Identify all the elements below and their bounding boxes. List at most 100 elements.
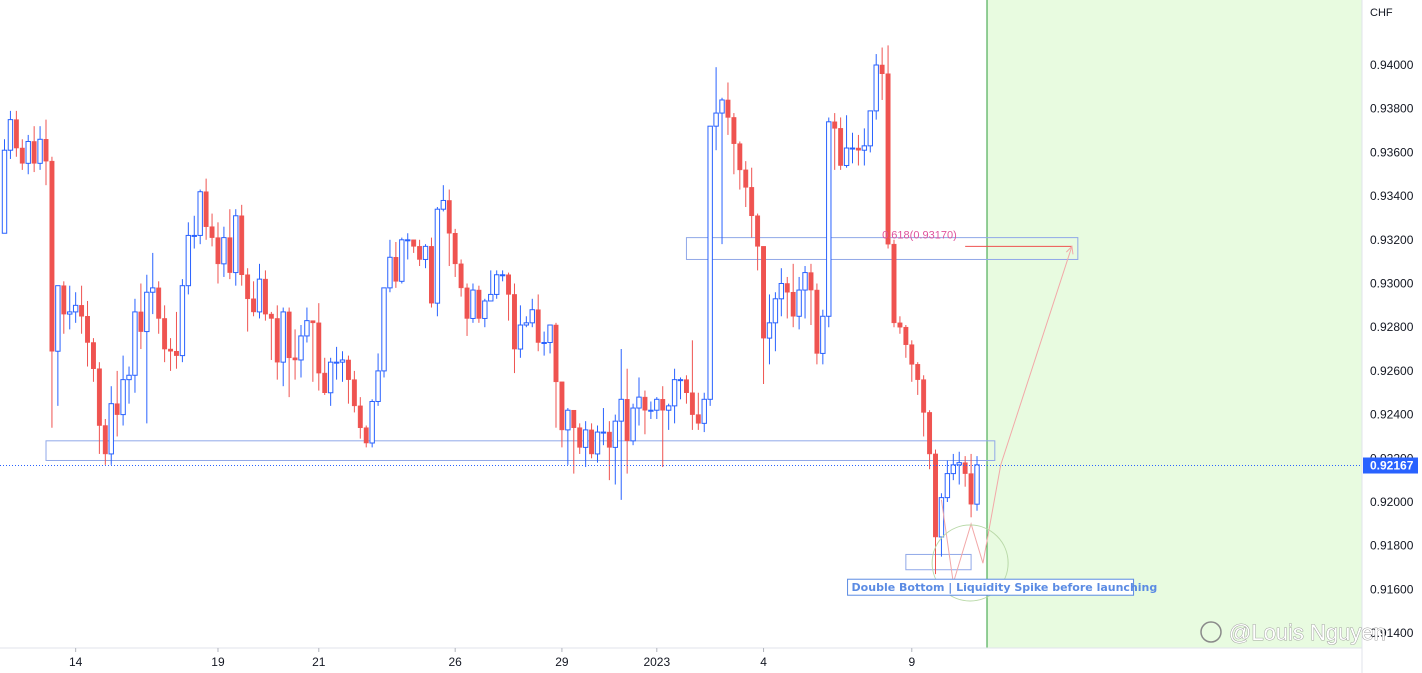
candle-body-107	[636, 396, 642, 409]
candle-body-160	[950, 464, 956, 475]
candle-body-65	[387, 256, 393, 289]
candle-body-35	[209, 226, 215, 238]
last-price-value: 0.92167	[1370, 459, 1414, 473]
candle-body-138	[820, 315, 826, 354]
candle-body-50	[298, 335, 304, 361]
candle-body-57	[339, 359, 346, 363]
candle-body-154	[915, 364, 921, 380]
candle-body-95	[565, 409, 571, 431]
candle-body-30	[179, 285, 186, 357]
candle-body-94	[559, 381, 565, 431]
candle-body-156	[927, 412, 933, 455]
candle-body-3	[19, 147, 25, 164]
zone-rect-2	[905, 553, 972, 571]
candle-body-14	[85, 316, 90, 343]
candle-body-100	[594, 431, 601, 455]
candle-body-25	[150, 287, 156, 293]
candle-body-44	[262, 278, 268, 315]
last-price-tag	[1363, 457, 1418, 474]
candle-body-159	[944, 473, 951, 499]
candle-body-141	[838, 128, 844, 166]
candle-body-64	[381, 287, 387, 372]
candle-body-135	[802, 272, 808, 291]
candle-body-59	[351, 379, 357, 407]
candle-body-81	[482, 300, 488, 319]
candle-body-118	[701, 398, 707, 424]
candle-body-0	[1, 149, 8, 234]
time-tick-label-3: 26	[449, 655, 463, 669]
time-axis[interactable]: 14 19 21 26 29 2023 4 9	[69, 648, 915, 669]
candle-body-85	[506, 274, 512, 295]
price-tick-label-11: 0.91800	[1370, 539, 1414, 553]
time-tick-label-5: 2023	[643, 655, 670, 669]
overlays-layer	[931, 245, 1074, 602]
candle-body-137	[814, 289, 820, 354]
candle-body-143	[849, 147, 856, 150]
candle-body-15	[91, 342, 96, 369]
price-tick-label-6: 0.92800	[1370, 320, 1414, 334]
candle-body-120	[713, 112, 719, 127]
candle-body-54	[322, 372, 328, 393]
time-tick-label-2: 21	[312, 655, 326, 669]
candle-body-158	[938, 497, 945, 538]
candle-body-46	[274, 318, 280, 363]
candle-body-48	[286, 311, 292, 359]
candle-body-121	[719, 99, 725, 114]
candle-body-60	[357, 405, 363, 428]
candle-body-29	[174, 350, 179, 356]
candle-body-55	[327, 361, 334, 394]
candle-body-39	[233, 215, 239, 274]
watermark-logo-icon	[1200, 621, 1222, 643]
candle-body-157	[933, 453, 938, 538]
candle-body-77	[458, 263, 464, 289]
candle-body-76	[452, 232, 458, 265]
candle-body-79	[470, 289, 476, 319]
candle-body-93	[553, 324, 559, 383]
candle-body-24	[144, 291, 150, 333]
candle-body-116	[689, 392, 695, 415]
candle-body-104	[618, 398, 624, 422]
candle-body-110	[654, 398, 660, 411]
candle-body-89	[529, 309, 535, 324]
candle-body-40	[239, 215, 245, 276]
candle-body-83	[493, 274, 500, 295]
fib-level-label: 0.618(0.93170)	[882, 229, 957, 241]
candle-body-144	[855, 147, 861, 151]
price-tick-label-4: 0.93200	[1370, 233, 1414, 247]
candle-body-117	[695, 414, 701, 424]
candle-body-90	[535, 309, 541, 343]
candle-body-61	[363, 427, 369, 444]
candle-body-1	[7, 119, 14, 151]
candle-body-155	[921, 379, 927, 413]
candle-body-87	[517, 324, 524, 350]
candle-body-2	[13, 119, 19, 149]
double-bottom-circle	[931, 524, 1009, 602]
candle-body-82	[488, 293, 494, 302]
candle-body-53	[316, 322, 322, 374]
candle-body-162	[962, 462, 968, 474]
candle-body-18	[108, 403, 114, 455]
candle-body-108	[642, 396, 648, 411]
candle-body-140	[832, 121, 838, 129]
zone-rect-0	[45, 440, 996, 461]
candle-body-130	[772, 298, 779, 324]
candle-body-97	[577, 427, 583, 448]
candle-body-102	[606, 431, 612, 448]
candle-body-152	[903, 326, 909, 345]
candle-body-13	[79, 305, 85, 317]
candle-body-70	[417, 246, 423, 260]
watermark-text: @Louis Nguyen	[1229, 620, 1386, 645]
candle-body-119	[707, 125, 713, 400]
candle-body-23	[138, 311, 144, 332]
candle-body-20	[120, 379, 126, 416]
price-axis[interactable]: 0.94000 0.93800 0.93600 0.93400 0.93200 0.930…	[1370, 58, 1414, 640]
zone-rect-1	[685, 237, 1079, 260]
time-tick-label-7: 9	[908, 655, 915, 669]
price-tick-label-0: 0.94000	[1370, 58, 1414, 72]
price-tick-label-12: 0.91600	[1370, 582, 1414, 596]
candle-body-63	[375, 370, 381, 402]
candle-body-58	[345, 359, 351, 380]
candle-body-164	[974, 464, 980, 505]
candle-body-99	[589, 429, 595, 455]
